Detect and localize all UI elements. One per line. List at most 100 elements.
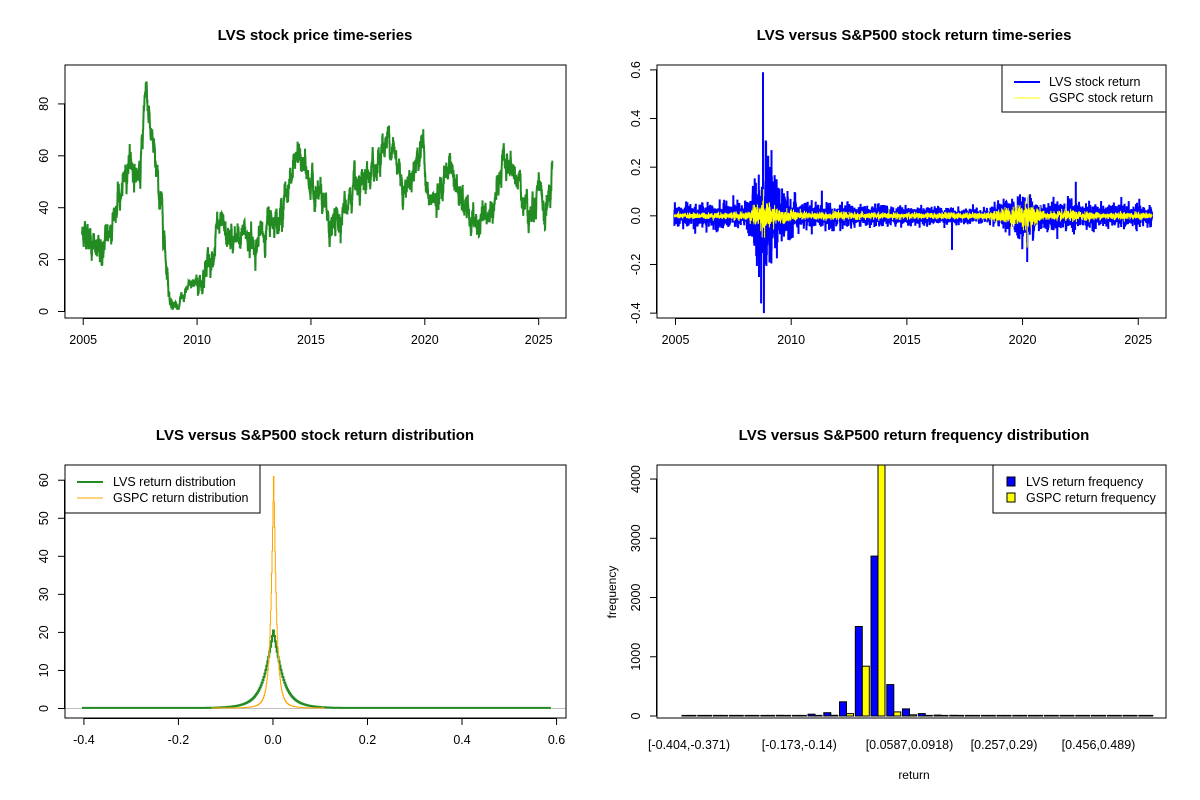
y-tick-label: 0.2 <box>629 158 643 175</box>
y-tick-label: 0 <box>37 705 51 712</box>
y-tick-label: 0.0 <box>629 207 643 224</box>
y-tick-label: 40 <box>37 549 51 563</box>
lvs-bar <box>870 555 879 717</box>
gspc-bar <box>767 714 776 717</box>
y-tick-label: 10 <box>37 663 51 677</box>
lvs-bar <box>713 714 721 717</box>
legend: LVS return distribution GSPC return dist… <box>64 464 261 514</box>
lvs-bar <box>823 712 832 717</box>
lvs-bar <box>681 714 690 717</box>
axes: 0 1000 2000 3000 4000 [-0.404,-0.371) [-0.173,… <box>629 465 1135 752</box>
lvs-bar <box>980 714 989 717</box>
gspc-bar <box>1066 714 1075 717</box>
gspc-bar <box>877 465 886 717</box>
gspc-return-line <box>673 189 1153 248</box>
gspc-bar <box>704 714 713 717</box>
chart-title: LVS stock price time-series <box>218 27 413 44</box>
x-tick-label: [0.0587,0.0918) <box>866 738 954 752</box>
gspc-bar <box>940 714 949 717</box>
y-tick-label: 3000 <box>629 524 643 552</box>
y-tick-label: 4000 <box>629 465 643 493</box>
y-axis-label: frequency <box>605 566 619 619</box>
y-tick-label: -0.4 <box>629 302 643 324</box>
gspc-bar <box>1019 714 1028 717</box>
gspc-bar <box>956 714 965 717</box>
x-tick-label: 0.4 <box>453 733 470 747</box>
x-tick-label: -0.4 <box>73 733 95 747</box>
lvs-bar <box>917 713 926 717</box>
y-tick-label: 50 <box>37 511 51 525</box>
lvs-bar <box>1138 714 1147 717</box>
chart-title: LVS versus S&P500 stock return time-seri… <box>757 27 1072 44</box>
legend-swatch-gspc <box>1006 492 1016 503</box>
lvs-bar <box>965 714 973 717</box>
legend-box <box>992 464 1167 514</box>
x-tick-label: 2025 <box>1124 333 1152 347</box>
gspc-bar <box>987 714 996 717</box>
gspc-bar <box>924 714 933 717</box>
gspc-bar <box>735 714 744 717</box>
x-tick-label: 0.6 <box>548 733 565 747</box>
x-tick-label: [0.257,0.29) <box>971 738 1038 752</box>
x-tick-label: 2015 <box>297 333 325 347</box>
lvs-bar <box>1059 714 1068 717</box>
y-tick-label: 60 <box>37 149 51 163</box>
y-tick-label: -0.2 <box>629 254 643 276</box>
x-tick-label: 2010 <box>183 333 211 347</box>
lvs-bar <box>1012 714 1021 717</box>
lvs-bar <box>776 714 784 717</box>
lvs-bar <box>791 714 800 717</box>
density-series-group <box>65 475 566 709</box>
lvs-bar <box>902 708 910 717</box>
gspc-bar <box>909 714 917 717</box>
x-tick-label: 2005 <box>662 333 690 347</box>
lvs-bar <box>1091 714 1099 717</box>
lvs-bar <box>728 714 737 717</box>
price-series-group <box>81 81 554 310</box>
gspc-bar <box>893 711 902 717</box>
x-tick-label: 0.0 <box>264 733 281 747</box>
lvs-bar <box>1075 714 1084 717</box>
y-tick-label: 2000 <box>629 584 643 612</box>
legend: LVS return frequency GSPC return frequen… <box>992 464 1167 514</box>
gspc-bar <box>1003 714 1012 717</box>
lvs-bar <box>949 714 958 717</box>
lvs-bar <box>744 714 753 717</box>
legend-box <box>1001 64 1167 113</box>
y-tick-label: 0 <box>629 712 643 719</box>
price-chart: LVS stock price time-series 2005 2010 2015… <box>37 27 567 347</box>
lvs-return-line <box>673 72 1153 314</box>
lvs-bar <box>807 713 816 717</box>
lvs-bar <box>854 626 863 717</box>
y-tick-label: 0 <box>37 308 51 315</box>
price-line <box>81 81 554 310</box>
y-tick-label: 0.4 <box>629 110 643 127</box>
legend-label-lvs: LVS stock return <box>1049 75 1141 89</box>
lvs-bar <box>886 684 895 717</box>
gspc-bar <box>861 665 870 717</box>
gspc-bar <box>1082 714 1091 717</box>
gspc-bar <box>1050 714 1059 717</box>
gspc-bar <box>972 714 980 717</box>
x-tick-label: 2020 <box>411 333 439 347</box>
histogram-clip <box>681 465 1154 717</box>
legend-label-gspc: GSPC stock return <box>1049 91 1153 105</box>
gspc-bar <box>846 713 854 717</box>
lvs-bar <box>1122 714 1131 717</box>
x-tick-label: 2020 <box>1009 333 1037 347</box>
legend-label-lvs: LVS return distribution <box>113 475 236 489</box>
x-tick-label: 2010 <box>777 333 805 347</box>
y-tick-label: 1000 <box>629 643 643 671</box>
gspc-bar <box>783 714 791 717</box>
gspc-bar <box>1129 714 1138 717</box>
legend-label-lvs: LVS return frequency <box>1026 475 1144 489</box>
y-tick-label: 30 <box>37 587 51 601</box>
legend-label-gspc: GSPC return frequency <box>1026 491 1157 505</box>
x-tick-label: 2025 <box>525 333 553 347</box>
gspc-bar <box>1113 714 1122 717</box>
gspc-bar <box>688 714 697 717</box>
legend-label-gspc: GSPC return distribution <box>113 491 249 505</box>
lvs-bar <box>1043 714 1052 717</box>
lvs-bar <box>1028 714 1036 717</box>
